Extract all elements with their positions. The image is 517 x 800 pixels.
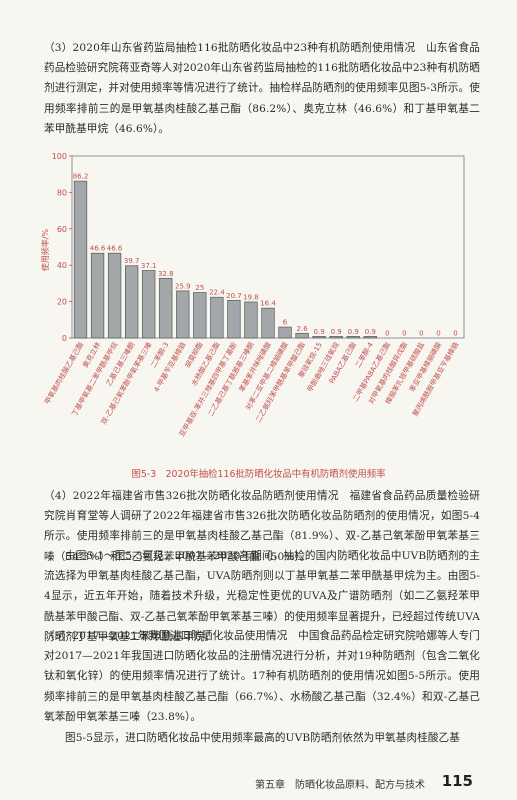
bar bbox=[363, 336, 377, 339]
bar bbox=[346, 336, 360, 339]
bar bbox=[210, 296, 224, 339]
value-label: 0 bbox=[385, 330, 389, 338]
bar bbox=[124, 265, 139, 339]
bar bbox=[295, 332, 309, 339]
value-label: 6 bbox=[283, 319, 288, 327]
value-label: 0 bbox=[402, 330, 406, 338]
value-label: 25.9 bbox=[175, 282, 191, 290]
value-label: 37.1 bbox=[141, 262, 157, 270]
paragraph-4: （4）2022年福建省市售326批次防晒化妆品防晒剂使用情况 福建省食品药品质量… bbox=[44, 490, 480, 563]
bar bbox=[159, 277, 173, 339]
value-label: 0.9 bbox=[365, 328, 376, 336]
category-labels: 甲氧基肉桂酸乙基己酯奥克立林丁基甲氧基二苯甲酰基甲烷乙基己基三嗪酮双-乙基己氧苯… bbox=[42, 340, 460, 438]
y-tick-label: 20 bbox=[57, 298, 67, 307]
bar bbox=[73, 180, 88, 339]
value-label: 16.4 bbox=[260, 300, 276, 308]
value-label: 46.6 bbox=[107, 245, 123, 253]
bar bbox=[176, 290, 190, 339]
page-footer: 第五章 防晒化妆品原料、配方与技术 115 bbox=[0, 770, 517, 796]
y-tick-label: 60 bbox=[57, 225, 67, 234]
value-label: 39.7 bbox=[124, 257, 140, 265]
bar bbox=[261, 307, 275, 339]
bar bbox=[227, 299, 241, 339]
bar bbox=[278, 326, 292, 339]
bar bbox=[244, 301, 258, 339]
paragraph-3: （3）2020年山东省药监局抽检116批防晒化妆品中23种有机防晒剂使用情况 山… bbox=[44, 42, 480, 135]
value-label: 0 bbox=[436, 330, 440, 338]
bar bbox=[142, 270, 156, 339]
value-label: 0 bbox=[453, 330, 457, 338]
y-tick-label: 100 bbox=[52, 152, 67, 161]
y-tick-label: 80 bbox=[57, 188, 67, 197]
value-label: 0.9 bbox=[314, 328, 325, 336]
y-tick-label: 0 bbox=[62, 334, 67, 343]
y-axis-ticks: 0 20 40 60 80 100 bbox=[52, 152, 72, 343]
chapter-title: 第五章 防晒化妆品原料、配方与技术 bbox=[255, 780, 425, 791]
value-label: 0.9 bbox=[348, 328, 359, 336]
chart-bars bbox=[73, 180, 377, 339]
value-label: 46.6 bbox=[90, 245, 106, 253]
value-label: 20.7 bbox=[226, 292, 242, 300]
value-label: 19.8 bbox=[243, 293, 259, 301]
bar bbox=[107, 252, 122, 339]
category-label: 甲氧基肉桂酸乙基己酯 bbox=[42, 341, 85, 406]
value-label: 2.6 bbox=[297, 325, 309, 333]
page-number: 115 bbox=[441, 772, 473, 790]
figure-caption: 图5-3 2020年抽检116批防晒化妆品中有机防晒剂使用频率 bbox=[131, 469, 386, 480]
paragraph-5-cont: 图5-5显示，进口防晒化妆品中使用频率最高的UVB防晒剂依然为甲氧基肉桂酸乙基 bbox=[65, 732, 460, 744]
value-label: 0.9 bbox=[331, 328, 342, 336]
bar bbox=[329, 336, 343, 339]
bar bbox=[193, 292, 207, 339]
value-label: 32.8 bbox=[158, 270, 174, 278]
value-label: 86.2 bbox=[73, 173, 89, 181]
bar bbox=[90, 252, 105, 339]
paragraph-analysis: 由图5-1～图5-3可见，2007—2020年期间，抽检的国内防晒化妆品中UVB… bbox=[44, 550, 480, 643]
value-label: 0 bbox=[419, 330, 423, 338]
paragraph-5: （5）2017—2021年我国进口防晒化妆品使用情况 中国食品药品检定研究院哈娜… bbox=[44, 630, 480, 723]
y-tick-label: 40 bbox=[57, 261, 67, 270]
bar bbox=[312, 336, 326, 339]
value-label: 22.4 bbox=[209, 289, 225, 297]
value-label: 25 bbox=[195, 284, 204, 292]
y-axis-label: 使用频率/% bbox=[40, 228, 50, 271]
